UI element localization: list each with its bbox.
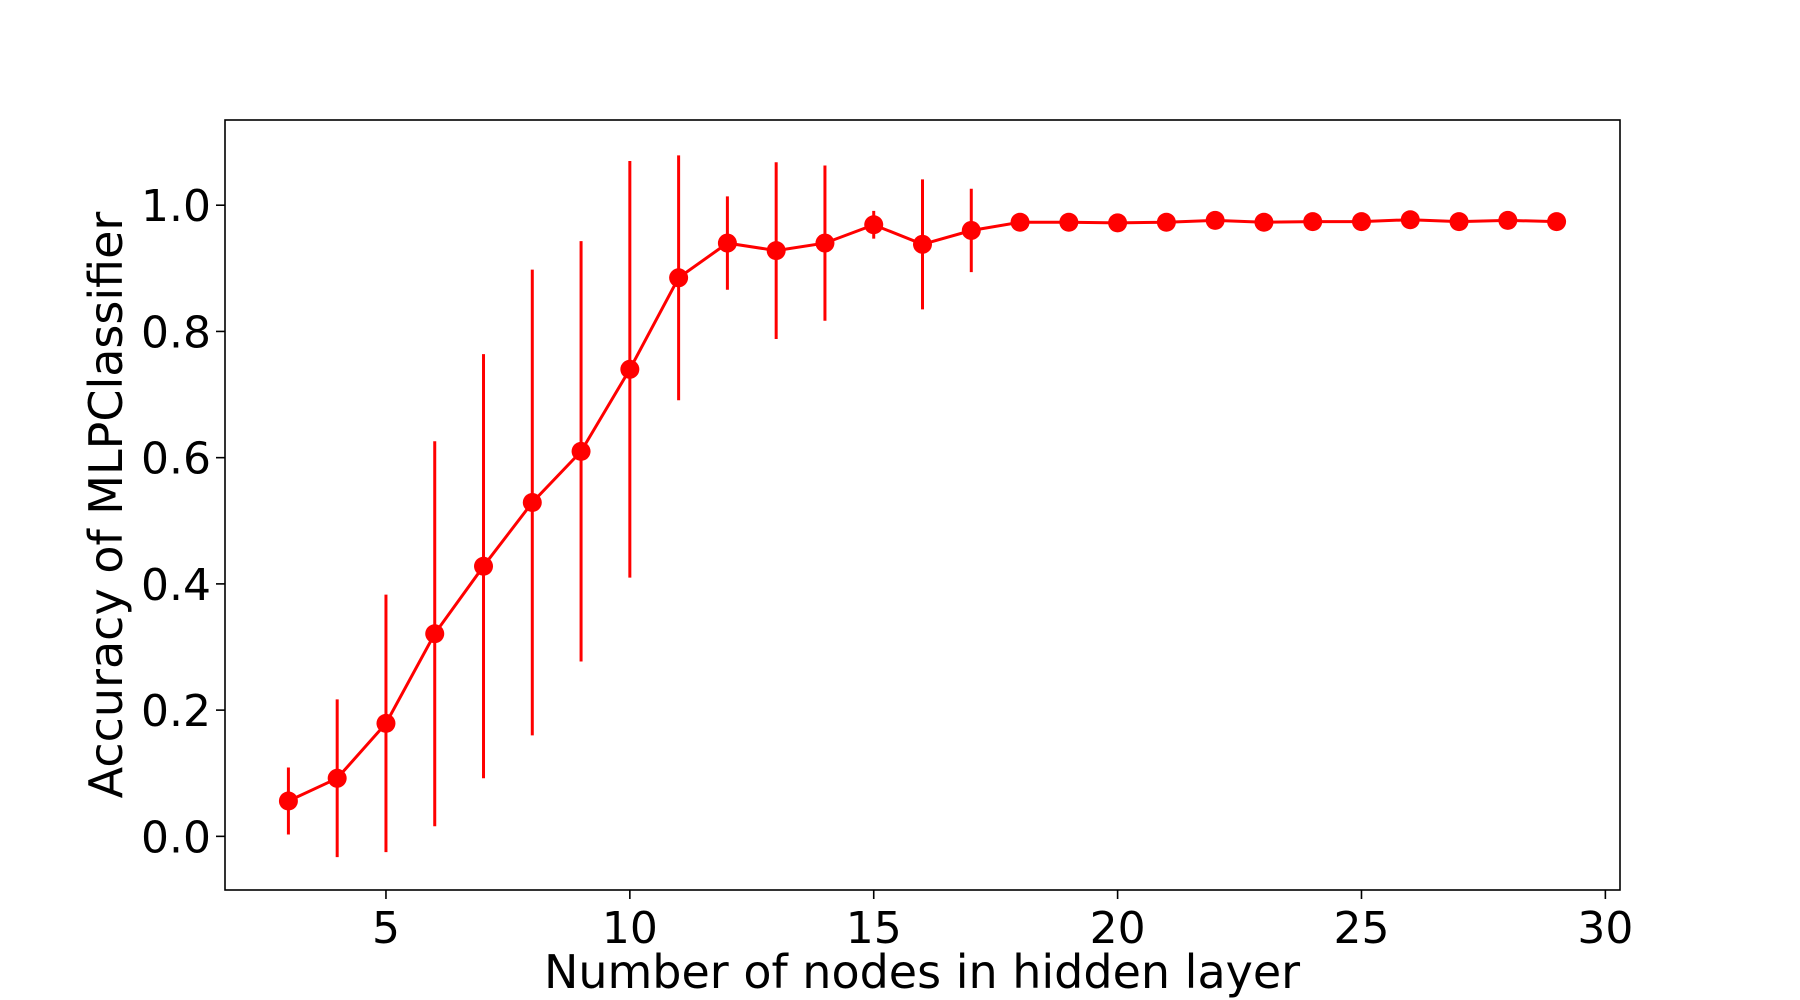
y-tick-label: 0.8 <box>141 307 211 358</box>
data-point <box>425 624 445 644</box>
data-point <box>815 233 835 253</box>
data-point <box>1156 212 1176 232</box>
y-tick-label: 0.4 <box>141 560 211 611</box>
data-point <box>1059 212 1079 232</box>
y-axis-label: Accuracy of MLPClassifier <box>79 212 133 799</box>
x-tick-label: 5 <box>372 903 400 954</box>
y-axis: 0.0 0.2 0.4 0.6 0.8 1.0 <box>141 181 225 863</box>
x-axis: 5 10 15 20 25 30 <box>372 890 1633 954</box>
x-axis-label: Number of nodes in hidden layer <box>544 945 1300 999</box>
data-point <box>1547 212 1567 232</box>
data-point <box>376 713 396 733</box>
data-point <box>327 768 347 788</box>
data-point <box>1303 212 1323 232</box>
data-point <box>717 233 737 253</box>
data-point <box>669 268 689 288</box>
data-point <box>620 359 640 379</box>
data-point <box>474 556 494 576</box>
data-point <box>1254 212 1274 232</box>
data-point <box>278 791 298 811</box>
y-tick-label: 0.6 <box>141 434 211 485</box>
x-tick-label: 15 <box>846 903 902 954</box>
data-point <box>1205 210 1225 230</box>
data-point <box>1400 210 1420 230</box>
x-tick-label: 25 <box>1333 903 1389 954</box>
data-point <box>571 441 591 461</box>
data-point <box>1351 212 1371 232</box>
y-tick-label: 1.0 <box>141 181 211 232</box>
data-point <box>1498 210 1518 230</box>
data-point <box>913 234 932 254</box>
y-tick-label: 0.2 <box>141 686 211 737</box>
data-point <box>1449 212 1469 232</box>
data-point <box>522 492 542 512</box>
x-tick-label: 30 <box>1577 903 1633 954</box>
x-tick-label: 20 <box>1090 903 1146 954</box>
data-point <box>1010 212 1030 232</box>
data-point <box>864 215 884 235</box>
x-tick-label: 10 <box>602 903 658 954</box>
data-point <box>766 241 786 261</box>
data-point <box>1108 213 1128 233</box>
data-markers <box>278 210 1567 811</box>
y-tick-label: 0.0 <box>141 812 211 863</box>
data-point <box>961 220 981 240</box>
